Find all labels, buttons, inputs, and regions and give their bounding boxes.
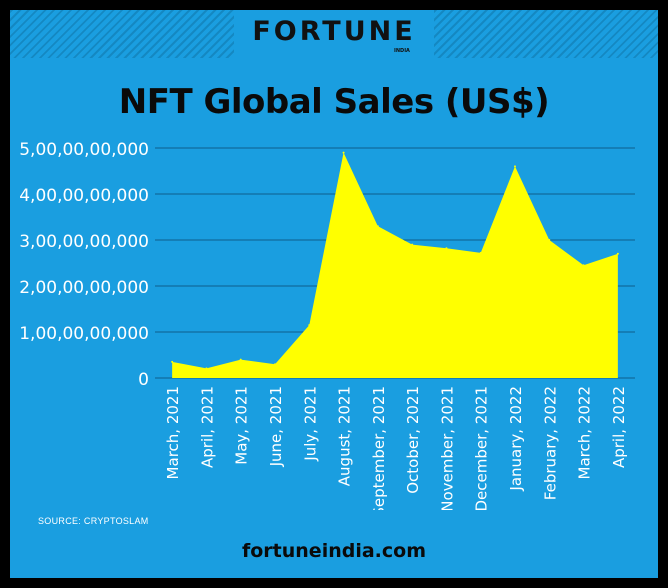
x-tick-label: January, 2022 [507,386,525,492]
data-point [411,243,414,246]
y-tick-labels: 0 1,00,00,00,000 2,00,00,00,000 3,00,00,00,… [19,140,149,390]
x-tick-label: June, 2021 [267,386,285,467]
data-point [308,324,311,327]
x-tick-label: July, 2021 [301,386,319,462]
website-footer: fortuneindia.com [241,540,427,562]
x-tick-label: September, 2021 [370,386,388,510]
y-tick-label: 3,00,00,00,000 [19,232,149,252]
y-tick-label: 2,00,00,00,000 [19,278,149,298]
x-tick-label: November, 2021 [438,386,456,510]
data-point [514,165,516,168]
x-tick-label: April, 2021 [198,386,216,468]
infographic-panel: FORTUNE INDIA NFT Global Sales (US$) 0 1,… [10,10,658,578]
y-tick-label: 0 [138,370,149,390]
x-tick-label: October, 2021 [404,386,422,494]
data-point [205,367,208,370]
data-point [171,360,174,363]
data-point [479,251,482,254]
data-point [582,264,585,267]
area-layer [171,151,619,378]
area-series [172,152,618,378]
chart-title: NFT Global Sales (US$) [118,82,550,122]
data-point [239,358,242,361]
x-tick-label: August, 2021 [336,386,354,486]
data-point [445,247,448,250]
x-tick-label: April, 2022 [610,386,628,468]
x-tick-label: May, 2021 [233,386,251,465]
fortune-logo-sub: INDIA [394,48,410,54]
y-tick-label: 5,00,00,00,000 [19,140,149,160]
data-point [616,252,619,255]
x-tick-label: February, 2022 [541,386,559,500]
logo-box: FORTUNE INDIA [234,10,434,58]
fortune-logo: FORTUNE [252,16,416,47]
x-tick-label: December, 2021 [473,386,491,510]
y-tick-label: 1,00,00,00,000 [19,324,149,344]
y-tick-label: 4,00,00,00,000 [19,186,149,206]
x-tick-label: March, 2021 [164,386,182,479]
data-point [376,225,379,228]
data-point [274,363,276,366]
x-tick-label: March, 2022 [576,386,594,479]
source-note: SOURCE: CRYPTOSLAM [38,516,149,526]
area-chart: 0 1,00,00,00,000 2,00,00,00,000 3,00,00,00,… [19,140,635,510]
data-point [548,239,551,241]
x-tick-labels: March, 2021 April, 2021 May, 2021 June, 202… [164,386,628,510]
data-point [342,151,345,154]
